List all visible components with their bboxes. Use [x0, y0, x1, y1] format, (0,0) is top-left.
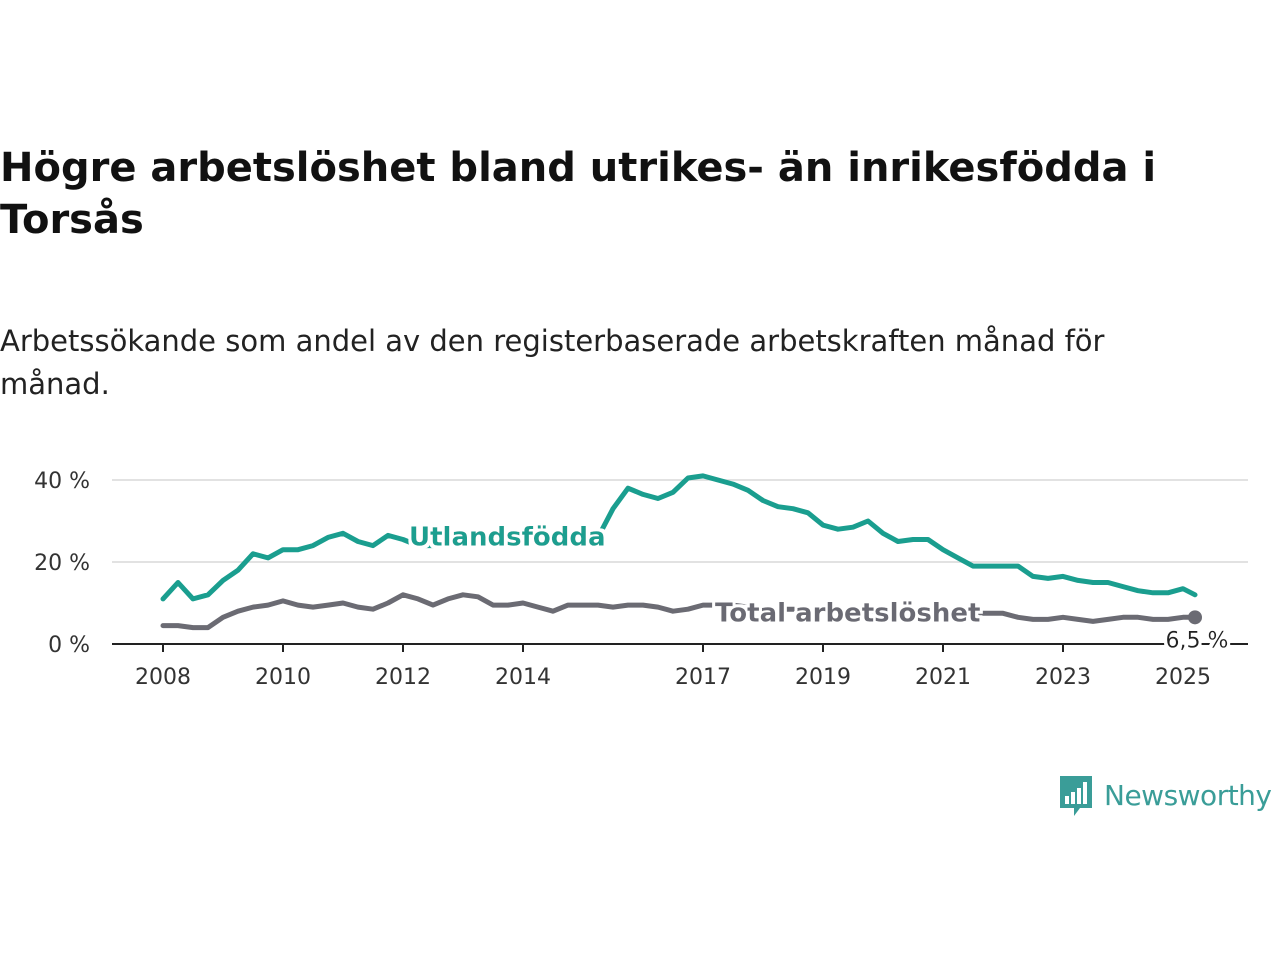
x-tick-label: 2017 — [675, 665, 731, 690]
gridlines: 0 % 20 % 40 % — [34, 469, 1248, 658]
series-line-total — [160, 592, 1198, 631]
newsworthy-logo: Newsworthy — [1058, 772, 1272, 818]
y-tick-label: 40 % — [34, 469, 90, 494]
series-label-total: Total arbetslöshet — [715, 598, 980, 628]
x-tick-label: 2023 — [1035, 665, 1091, 690]
x-axis: 2008 2010 2012 2014 2017 2019 2021 2023 2025 — [112, 643, 1248, 690]
x-tick-label: 2012 — [375, 665, 431, 690]
x-tick-label: 2019 — [795, 665, 851, 690]
y-tick-label: 20 % — [34, 551, 90, 576]
x-tick-label: 2025 — [1155, 665, 1211, 690]
line-chart: 0 % 20 % 40 % 2008 2010 2012 2014 2017 2019 2021… — [34, 469, 1248, 690]
chart-title: Högre arbetslöshet bland utrikes- än inr… — [0, 145, 1157, 243]
x-tick-label: 2021 — [915, 665, 971, 690]
series-label-utlandsfodda: Utlandsfödda — [409, 522, 606, 552]
x-tick-label: 2014 — [495, 665, 551, 690]
chart-subtitle: Arbetssökande som andel av den registerb… — [0, 324, 1105, 401]
x-tick-label: 2010 — [255, 665, 311, 690]
series-line-utlandsfodda — [160, 473, 1198, 602]
series-labels: Utlandsfödda Total arbetslöshet 6,5 % — [409, 522, 1228, 653]
end-value-label: 6,5 % — [1166, 628, 1229, 653]
x-tick-label: 2008 — [135, 665, 191, 690]
bar-chart-badge-icon — [1060, 776, 1092, 816]
brand-name: Newsworthy — [1104, 778, 1272, 812]
series-lines — [160, 473, 1198, 631]
y-tick-label: 0 % — [48, 633, 90, 658]
end-point-marker — [1188, 610, 1202, 625]
